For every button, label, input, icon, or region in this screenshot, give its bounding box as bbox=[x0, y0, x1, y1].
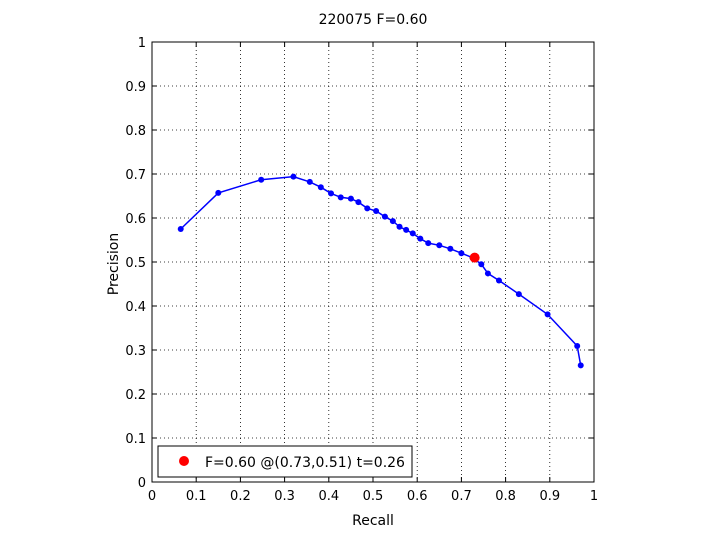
data-point bbox=[328, 190, 335, 197]
data-point bbox=[337, 194, 344, 201]
x-tick-label: 0.1 bbox=[186, 489, 207, 504]
y-tick-label: 0 bbox=[138, 476, 146, 491]
data-point bbox=[478, 261, 485, 268]
x-axis-label: Recall bbox=[352, 513, 394, 529]
x-tick-label: 0.8 bbox=[495, 489, 516, 504]
y-tick-label: 0.7 bbox=[125, 168, 146, 183]
y-tick-label: 0.8 bbox=[125, 124, 146, 139]
chart-title: 220075 F=0.60 bbox=[319, 12, 428, 28]
y-tick-label: 0.9 bbox=[125, 80, 146, 95]
data-point bbox=[425, 240, 432, 247]
x-tick-label: 0.5 bbox=[363, 489, 384, 504]
best-f-point bbox=[469, 252, 480, 263]
y-tick-label: 0.3 bbox=[125, 344, 146, 359]
data-point bbox=[577, 362, 584, 369]
data-point bbox=[403, 226, 410, 233]
data-point bbox=[417, 235, 424, 242]
series-layer bbox=[177, 173, 584, 369]
data-point bbox=[177, 226, 184, 232]
legend-marker bbox=[179, 456, 189, 466]
data-point bbox=[290, 173, 297, 180]
x-tick-label: 0 bbox=[148, 489, 156, 504]
x-tick-label: 0.4 bbox=[318, 489, 339, 504]
data-point bbox=[515, 291, 522, 298]
y-tick-label: 1 bbox=[138, 36, 146, 51]
x-tick-label: 0.2 bbox=[230, 489, 251, 504]
y-tick-label: 0.4 bbox=[125, 300, 146, 315]
data-point bbox=[389, 218, 396, 225]
y-axis-label: Precision bbox=[106, 233, 122, 295]
y-tick-label: 0.5 bbox=[125, 256, 146, 271]
y-tick-label: 0.2 bbox=[125, 388, 146, 403]
x-tick-label: 0.7 bbox=[451, 489, 472, 504]
data-point bbox=[409, 230, 416, 237]
data-point bbox=[484, 270, 491, 277]
data-point bbox=[447, 245, 454, 252]
grid-lines bbox=[152, 42, 594, 482]
data-point bbox=[355, 199, 362, 206]
data-point bbox=[381, 213, 388, 220]
y-tick-label: 0.1 bbox=[125, 432, 146, 447]
axis-ticks: 0 0.1 0.2 0.3 0.4 0.5 0.6 0.7 0.8 0.9 1 0 0.1 0.2 0.3 0… bbox=[125, 36, 598, 504]
data-point bbox=[364, 205, 371, 212]
data-point bbox=[306, 178, 313, 185]
data-point bbox=[574, 343, 581, 350]
legend-entry: F=0.60 @(0.73,0.51) t=0.26 bbox=[205, 455, 405, 471]
data-point bbox=[544, 311, 551, 318]
x-tick-label: 0.3 bbox=[274, 489, 295, 504]
data-point bbox=[436, 242, 443, 249]
legend: F=0.60 @(0.73,0.51) t=0.26 bbox=[157, 445, 413, 478]
x-tick-label: 1 bbox=[590, 489, 598, 504]
y-tick-label: 0.6 bbox=[125, 212, 146, 227]
data-point bbox=[495, 277, 502, 284]
legend-box bbox=[157, 445, 413, 478]
x-tick-label: 0.9 bbox=[539, 489, 560, 504]
data-point bbox=[317, 184, 324, 191]
x-tick-label: 0.6 bbox=[407, 489, 428, 504]
data-point bbox=[373, 207, 380, 214]
data-point bbox=[258, 176, 265, 183]
data-point bbox=[396, 223, 403, 230]
data-point bbox=[347, 195, 354, 202]
data-point bbox=[458, 250, 465, 257]
data-point bbox=[215, 189, 222, 196]
